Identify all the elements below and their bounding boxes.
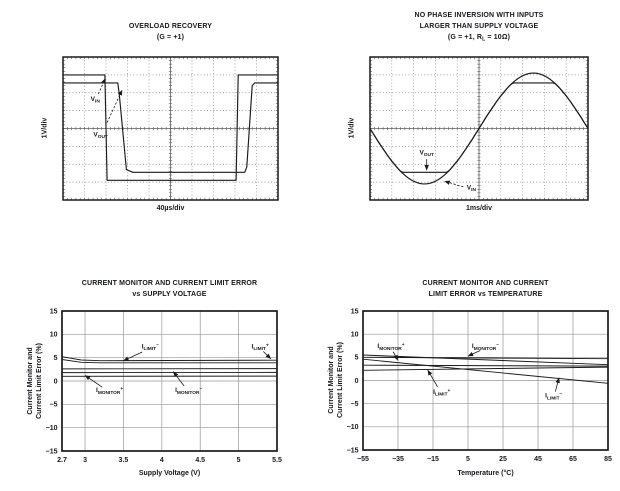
chart4-title: CURRENT MONITOR AND CURRENT LIMIT ERROR …: [363, 278, 608, 300]
chart4-x-axis-label: Temperature (°C): [457, 470, 514, 477]
chart4-y-axis-label: Current Monitor and Current Limit Error …: [328, 342, 344, 418]
error-vs-supply-voltage-plot: 15 10 5 0 −5 −10 −15 2.7 3 3.5 4 4.5 5 5.5 ILIMIT− ILIM…: [46, 308, 282, 464]
overload-recovery-anno-1-label: VOUT: [93, 132, 108, 141]
error-vs-supply-voltage-xtick-5: 5: [237, 457, 241, 464]
error-vs-supply-voltage-anno-0-arrow: [123, 351, 143, 362]
plot-border: [61, 310, 278, 452]
error-vs-temperature-ytick-−5: −5: [351, 401, 359, 408]
overload-recovery-plot: VIN VOUT: [62, 56, 279, 201]
no-phase-inversion-VOUT-trace: [369, 82, 589, 173]
overload-recovery-VIN-trace: [63, 74, 278, 181]
chart1-x-axis-label: 40µs/div: [156, 205, 185, 212]
chart1-title-line2: (G = +1): [156, 34, 185, 41]
error-vs-supply-voltage-ytick-10: 10: [50, 332, 58, 339]
error-vs-temperature-anno-0-arrow: [392, 351, 399, 361]
overload-recovery-anno-0-label: VIN: [91, 96, 101, 105]
no-phase-inversion-plot: VOUT VIN: [369, 56, 589, 201]
error-vs-temperature-xtick-5: 5: [466, 456, 470, 463]
error-vs-temperature-plot: 15 10 5 0 −5 −10 −15 −55 −35 −15 5 25 45 65 85 IMONITOR…: [347, 308, 612, 463]
error-vs-temperature-ytick-−15: −15: [347, 447, 359, 454]
chart2-title: NO PHASE INVERSION WITH INPUTS LARGER TH…: [358, 10, 600, 46]
error-vs-temperature-anno-0-label: IMONITOR+: [377, 343, 404, 352]
chart4-title-line2: LIMIT ERROR vs TEMPERATURE: [428, 291, 543, 298]
error-vs-temperature-anno-1-arrow: [467, 350, 481, 357]
chart2-title-line1: NO PHASE INVERSION WITH INPUTS: [414, 12, 544, 19]
chart2-y-axis-label: 1V/div: [348, 117, 356, 139]
error-vs-temperature-xtick-−55: −55: [357, 456, 369, 463]
chart3-title: CURRENT MONITOR AND CURRENT LIMIT ERROR …: [62, 278, 277, 300]
overload-recovery-anno-0-arrow: [97, 78, 106, 95]
error-vs-temperature-xtick-−35: −35: [392, 456, 404, 463]
error-vs-supply-voltage-ytick-−15: −15: [46, 448, 58, 455]
error-vs-temperature-ytick-0: 0: [355, 378, 359, 385]
plot-border: [362, 310, 609, 451]
error-vs-supply-voltage-xtick-2.7: 2.7: [57, 457, 67, 464]
error-vs-supply-voltage-ytick-15: 15: [50, 308, 58, 315]
error-vs-supply-voltage-anno-3-arrow: [173, 371, 185, 387]
error-vs-temperature-trace-4-trace: [362, 364, 609, 367]
chart2-x-axis-label: 1ms/div: [465, 205, 493, 212]
error-vs-supply-voltage-ILIMIT--trace: [61, 359, 277, 364]
error-vs-supply-voltage-anno-2-label: IMONITOR+: [96, 387, 123, 396]
error-vs-supply-voltage-ytick-−10: −10: [46, 425, 58, 432]
chart2-title-line2: LARGER THAN SUPPLY VOLTAGE: [419, 23, 539, 30]
chart3-title-line1: CURRENT MONITOR AND CURRENT LIMIT ERROR: [81, 280, 258, 287]
overload-recovery-VOUT-trace: [63, 82, 278, 173]
error-vs-temperature-xtick-25: 25: [499, 456, 507, 463]
error-vs-temperature-anno-2-arrow: [427, 369, 438, 387]
no-phase-inversion-anno-1-arrow: [444, 180, 464, 188]
error-vs-supply-voltage-ILIMIT+-trace: [61, 356, 278, 362]
error-vs-supply-voltage-ytick-0: 0: [54, 378, 58, 385]
error-vs-temperature-ytick-−10: −10: [347, 424, 359, 431]
error-vs-temperature-xtick-85: 85: [604, 456, 612, 463]
no-phase-inversion-anno-1-label: VIN: [467, 184, 477, 193]
overload-recovery-anno-1-arrow: [106, 89, 123, 123]
chart2-title-line3: (G = +1, RL = 10Ω): [447, 34, 511, 43]
scope-border: [62, 56, 279, 201]
chart3-title-line2: vs SUPPLY VOLTAGE: [132, 291, 207, 298]
error-vs-supply-voltage-anno-2-arrow: [84, 375, 103, 388]
error-vs-temperature-ytick-5: 5: [355, 355, 359, 362]
scope-minor-ticks: [369, 56, 589, 201]
error-vs-temperature-xtick-45: 45: [534, 456, 542, 463]
error-vs-supply-voltage-xtick-3: 3: [83, 457, 87, 464]
error-vs-supply-voltage-xtick-5.5: 5.5: [272, 457, 282, 464]
error-vs-temperature-ILIMIT+-trace: [362, 366, 609, 371]
error-vs-temperature-IMONITOR--trace: [362, 356, 609, 360]
error-vs-temperature-ytick-10: 10: [351, 331, 359, 338]
no-phase-inversion-anno-0-label: VOUT: [419, 149, 434, 158]
error-vs-supply-voltage-xtick-4.5: 4.5: [195, 457, 205, 464]
error-vs-temperature-ILIMIT--trace: [362, 358, 609, 384]
error-vs-temperature-anno-1-label: IMONITOR−: [472, 343, 499, 352]
chart1-title: OVERLOAD RECOVERY (G = +1): [63, 21, 278, 43]
error-vs-supply-voltage-anno-3-label: IMONITOR−: [175, 387, 202, 396]
chart3-x-axis-label: Supply Voltage (V): [138, 470, 201, 477]
error-vs-temperature-anno-3-arrow: [554, 377, 560, 392]
error-vs-temperature-xtick-65: 65: [569, 456, 577, 463]
chart4-title-line1: CURRENT MONITOR AND CURRENT: [422, 280, 549, 287]
error-vs-supply-voltage-anno-1-arrow: [263, 351, 272, 360]
chart3-y-axis-label: Current Monitor and Current Limit Error …: [27, 343, 43, 419]
error-vs-temperature-IMONITOR+-trace: [362, 354, 609, 366]
error-vs-temperature-ytick-15: 15: [351, 308, 359, 315]
error-vs-supply-voltage-xtick-3.5: 3.5: [119, 457, 129, 464]
chart1-y-axis-label: 1V/div: [41, 117, 49, 139]
error-vs-temperature-anno-2-label: ILIMIT+: [433, 389, 450, 398]
error-vs-temperature-xtick-−15: −15: [427, 456, 439, 463]
error-vs-temperature-anno-3-label: ILIMIT−: [545, 393, 562, 402]
error-vs-supply-voltage-anno-0-label: ILIMIT−: [142, 343, 159, 352]
error-vs-supply-voltage-ytick-5: 5: [54, 355, 58, 362]
error-vs-supply-voltage-xtick-4: 4: [160, 457, 164, 464]
chart1-title-line1: OVERLOAD RECOVERY: [128, 23, 213, 30]
error-vs-supply-voltage-ytick-−5: −5: [50, 402, 58, 409]
error-vs-supply-voltage-anno-1-label: ILIMIT+: [252, 343, 269, 352]
